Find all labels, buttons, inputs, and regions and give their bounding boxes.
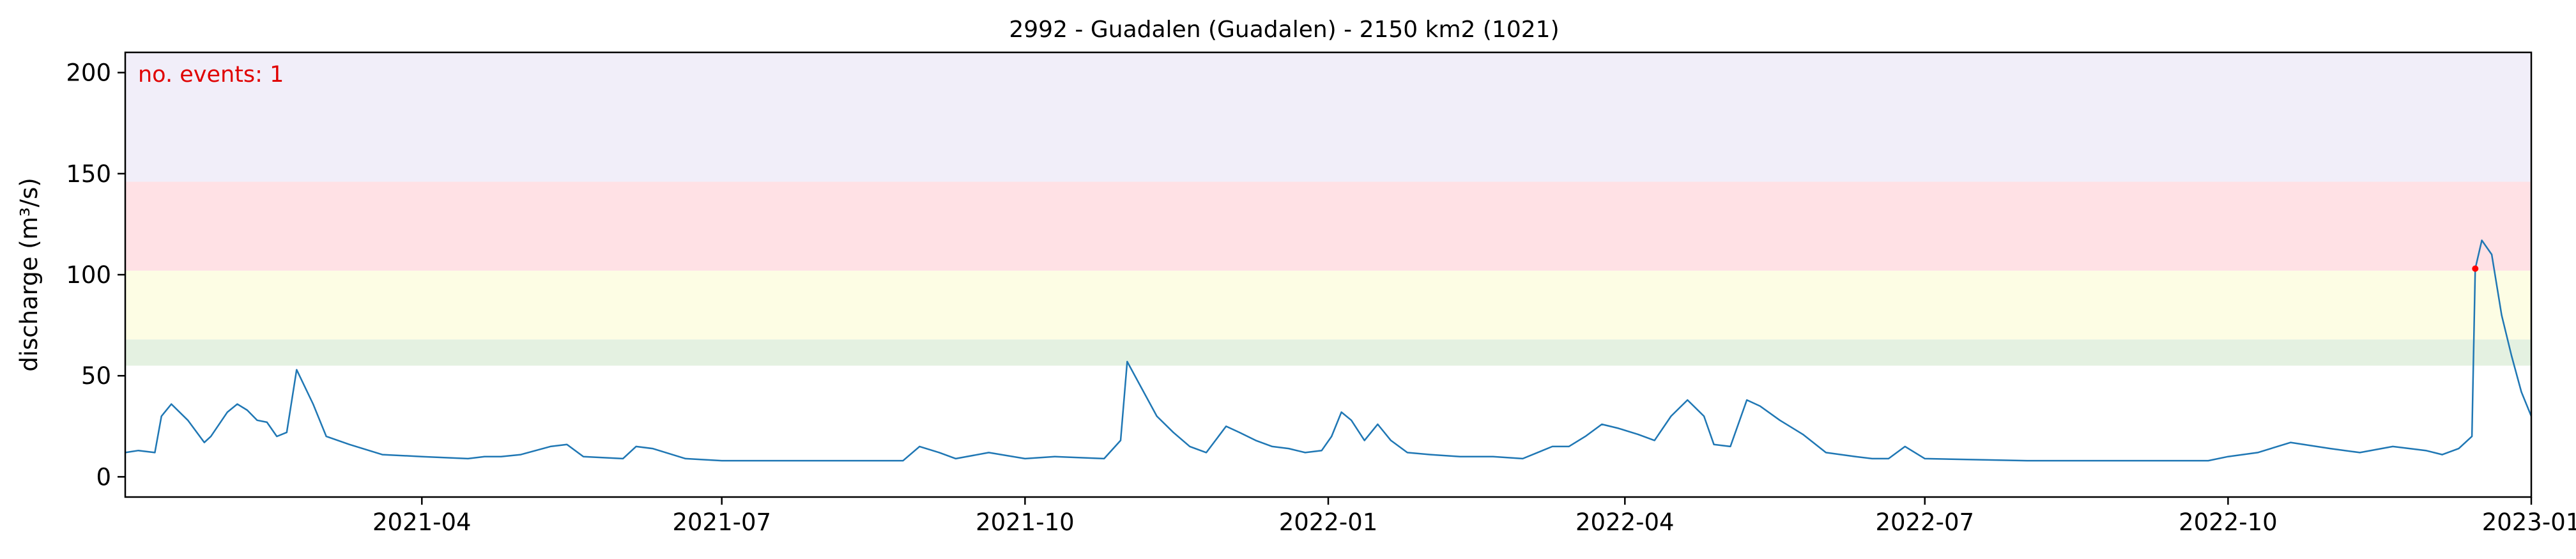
threshold-band-2 <box>125 181 2531 271</box>
x-tick-label: 2022-04 <box>1575 509 1675 536</box>
threshold-bands <box>125 52 2531 366</box>
x-tick-label: 2021-10 <box>976 509 1075 536</box>
discharge-series-line <box>125 239 2533 462</box>
series-layer <box>125 239 2533 462</box>
x-tick-label: 2022-01 <box>1279 509 1378 536</box>
x-tick-label: 2021-07 <box>672 509 771 536</box>
y-axis: 0 50 100 150 200 <box>66 59 125 491</box>
x-tick-label: 2022-10 <box>2179 509 2278 536</box>
y-tick-label: 100 <box>66 261 111 289</box>
threshold-band-0 <box>125 339 2531 366</box>
y-tick-label: 50 <box>81 362 111 390</box>
threshold-band-3 <box>125 52 2531 182</box>
threshold-band-1 <box>125 270 2531 340</box>
y-axis-label: discharge (m³/s) <box>15 178 43 372</box>
x-tick-label: 2023-01 <box>2482 509 2576 536</box>
events-layer <box>2472 265 2479 272</box>
chart-title: 2992 - Guadalen (Guadalen) - 2150 km2 (1… <box>1009 17 1559 43</box>
x-axis: 2021-04 2021-07 2021-10 2022-01 2022-04 2022-… <box>372 497 2576 536</box>
y-tick-label: 200 <box>66 59 111 87</box>
event-marker <box>2472 265 2479 272</box>
events-count-annotation: no. events: 1 <box>138 62 284 88</box>
x-tick-label: 2022-07 <box>1875 509 1974 536</box>
y-tick-label: 0 <box>96 463 111 491</box>
y-tick-label: 150 <box>66 160 111 188</box>
x-tick-label: 2021-04 <box>372 509 471 536</box>
